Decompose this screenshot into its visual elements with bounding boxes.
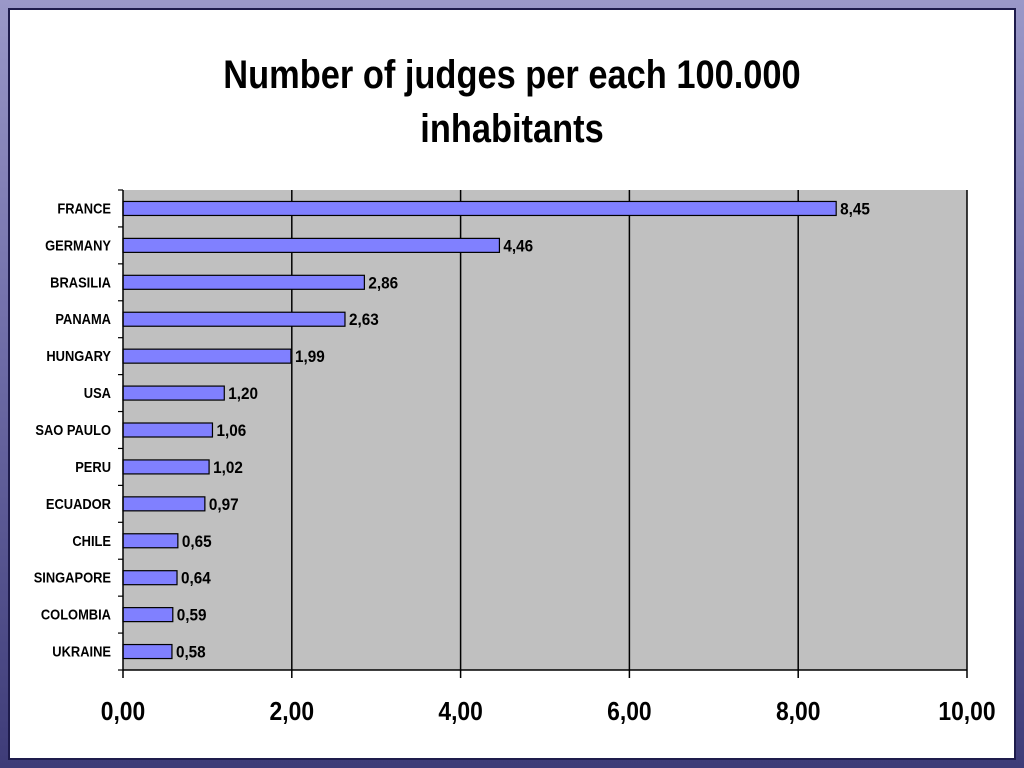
slide: Number of judges per each 100.000 inhabi…	[8, 8, 1016, 760]
data-label: 2,63	[349, 311, 379, 330]
bar	[122, 385, 225, 401]
data-label: 0,59	[177, 606, 207, 625]
bar	[122, 200, 837, 217]
category-label: GERMANY	[45, 236, 111, 253]
data-label: 2,86	[368, 274, 398, 293]
x-tick-label: 10,00	[938, 698, 995, 727]
bar	[122, 348, 292, 364]
bar	[122, 643, 173, 660]
x-tick-label: 8,00	[776, 698, 820, 727]
category-label: COLOMBIA	[41, 606, 111, 623]
x-tick-label: 4,00	[438, 698, 482, 727]
category-label: USA	[84, 384, 111, 401]
category-label: CHILE	[72, 532, 111, 549]
data-label: 0,64	[181, 569, 211, 588]
x-tick-label: 2,00	[270, 698, 314, 727]
data-label: 1,20	[228, 384, 258, 403]
category-label: UKRAINE	[52, 643, 111, 660]
plot-area	[123, 190, 967, 670]
category-label: SAO PAULO	[35, 421, 111, 438]
bar	[122, 274, 365, 290]
bar	[122, 533, 179, 549]
bar	[122, 496, 206, 512]
chart-title: Number of judges per each 100.000 inhabi…	[80, 48, 943, 156]
category-label: PERU	[75, 458, 111, 475]
x-tick-label: 6,00	[607, 698, 651, 727]
data-label: 0,65	[182, 532, 212, 551]
category-label: BRASILIA	[50, 273, 111, 290]
bar	[122, 422, 214, 438]
bar	[122, 459, 210, 475]
category-label: PANAMA	[55, 310, 111, 327]
x-tick-label: 0,00	[101, 698, 145, 727]
data-label: 1,02	[213, 458, 243, 477]
category-label: HUNGARY	[46, 347, 111, 364]
chart-title-line-1: Number of judges per each 100.000	[223, 53, 801, 97]
category-label: ECUADOR	[46, 495, 111, 512]
bar-chart: 8,45 FRANCE 4,46 GERMANY 2,86 BRASILIA 2,63 PAN…	[34, 189, 996, 727]
data-label: 8,45	[840, 200, 870, 219]
data-label: 1,06	[216, 421, 246, 440]
data-label: 1,99	[295, 347, 325, 366]
chart-title-line-2: inhabitants	[420, 107, 604, 151]
bar	[122, 311, 346, 327]
bar	[122, 237, 501, 253]
category-label: SINGAPORE	[34, 569, 111, 586]
category-label: FRANCE	[57, 200, 111, 217]
data-label: 0,97	[209, 495, 239, 514]
bar	[122, 570, 178, 586]
bar	[122, 607, 174, 623]
data-label: 4,46	[503, 237, 533, 256]
data-label: 0,58	[176, 643, 206, 662]
